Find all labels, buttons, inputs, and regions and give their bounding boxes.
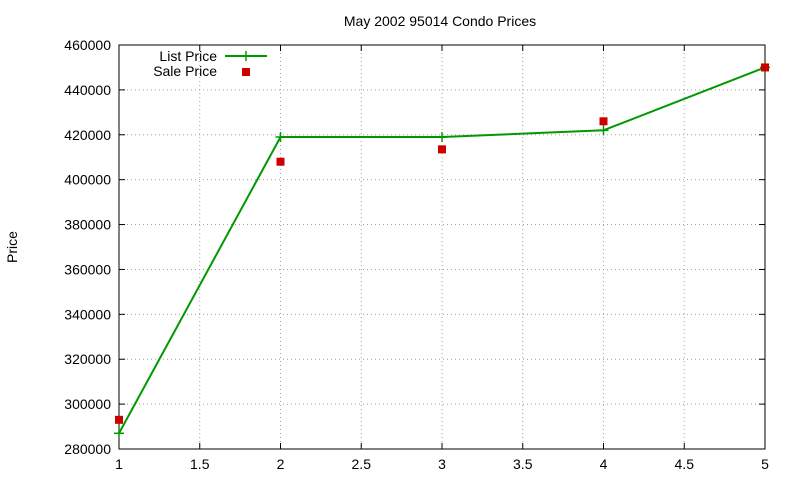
y-tick-label: 360000	[64, 261, 111, 277]
x-tick-label: 3.5	[513, 456, 533, 472]
data-point-list-price	[437, 132, 447, 143]
x-tick-label: 4	[600, 456, 608, 472]
y-tick-label: 320000	[64, 351, 111, 367]
y-tick-label: 280000	[64, 441, 111, 457]
y-tick-label: 440000	[64, 82, 111, 98]
data-point-list-price	[114, 428, 124, 439]
y-tick-label: 460000	[64, 37, 111, 53]
axis-ticks: 1 1.5 2 2.5 3 3.5 4 4.5 5 280000 300000 320000 34000…	[64, 37, 769, 472]
y-tick-label: 340000	[64, 306, 111, 322]
legend-label-sale-price: Sale Price	[153, 63, 217, 79]
legend-marker-list-price	[241, 51, 251, 61]
series-list-price	[114, 62, 770, 439]
y-tick-label: 400000	[64, 172, 111, 188]
y-tick-label: 380000	[64, 217, 111, 233]
legend: List Price Sale Price	[153, 48, 267, 79]
data-point-sale-price	[438, 145, 446, 154]
x-tick-label: 3	[438, 456, 446, 472]
y-tick-label: 420000	[64, 127, 111, 143]
x-tick-label: 1	[115, 456, 123, 472]
x-tick-label: 2.5	[352, 456, 372, 472]
data-point-sale-price	[761, 63, 769, 72]
data-point-list-price	[598, 125, 609, 136]
series-line-list-price	[118, 66, 766, 434]
chart-title: May 2002 95014 Condo Prices	[344, 13, 536, 29]
x-tick-label: 4.5	[675, 456, 695, 472]
x-tick-label: 1.5	[190, 456, 210, 472]
series-layer	[114, 62, 770, 439]
legend-label-list-price: List Price	[159, 48, 217, 64]
x-tick-label: 5	[761, 456, 769, 472]
legend-marker-sale-price	[242, 68, 250, 76]
y-tick-label: 300000	[64, 396, 111, 412]
series-sale-price	[115, 63, 769, 424]
x-tick-label: 2	[277, 456, 285, 472]
data-point-sale-price	[115, 415, 123, 424]
data-point-sale-price	[276, 157, 285, 166]
grid	[119, 45, 765, 449]
data-point-list-price	[275, 132, 286, 143]
data-point-sale-price	[599, 117, 608, 126]
y-axis-title: Price	[4, 231, 20, 263]
